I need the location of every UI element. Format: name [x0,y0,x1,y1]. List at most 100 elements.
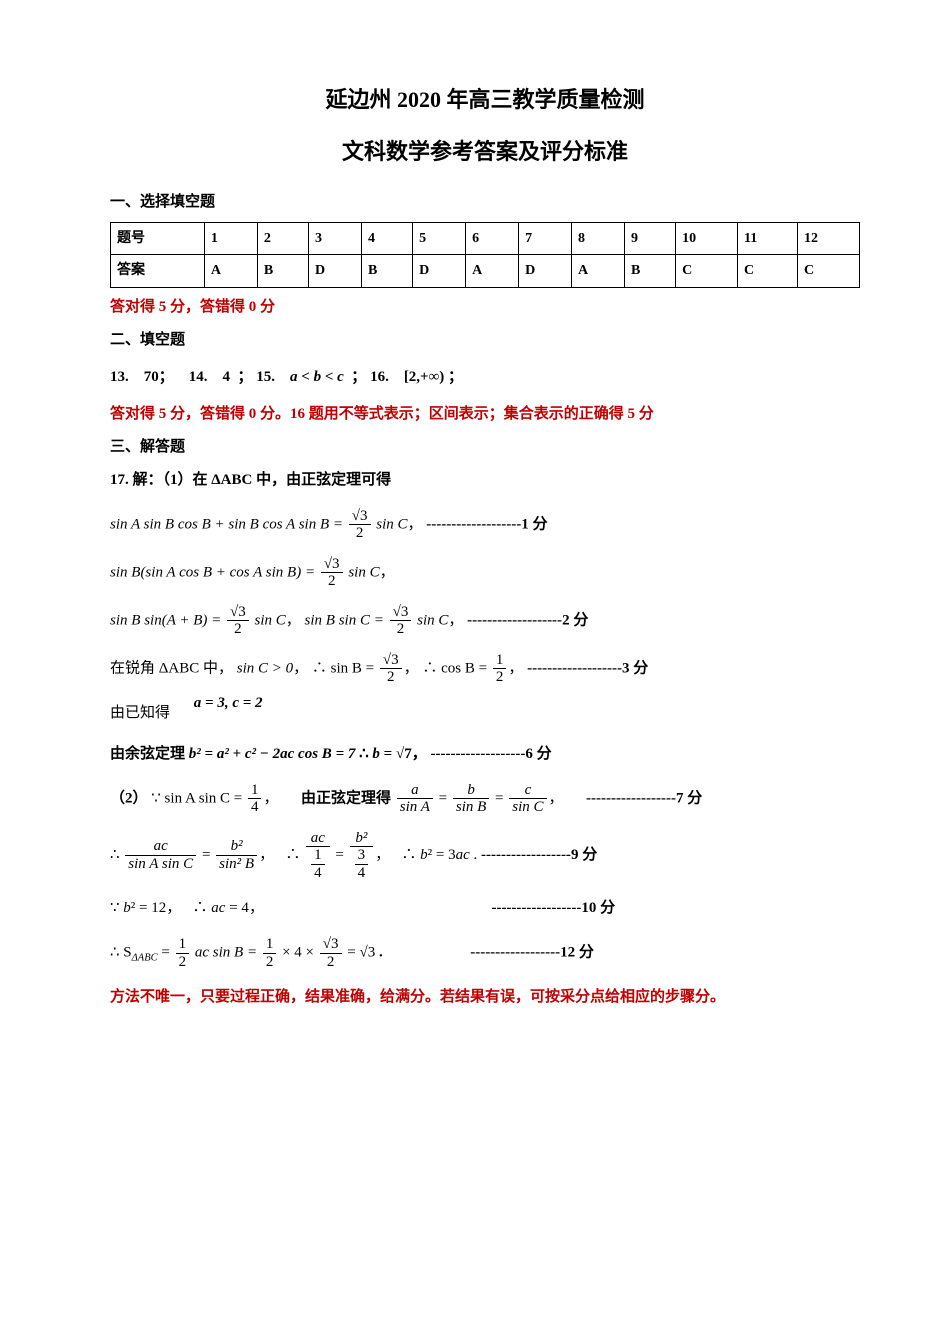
sub-abc: ΔABC [132,953,158,964]
step7-because: ∵ sin A sin C = [151,790,242,806]
comma: ， [412,746,427,762]
comma: ， [166,900,181,916]
step-6: 由余弦定理 b² = a² + c² − 2ac cos B = 7 ∴ b =… [110,741,860,768]
col-num: 9 [624,223,675,255]
sep: ， [286,612,301,628]
page-title: 延边州 2020 年高三教学质量检测 [110,80,860,120]
frac-num: 1 [493,652,507,670]
frac-num: ac [306,830,330,848]
step6-intro: 由余弦定理 [110,746,185,762]
given-line: 由已知得 a = 3, c = 2 [110,700,860,727]
eq-sign: = [495,790,503,806]
frac-num: √3 [380,652,402,670]
frac-den: 4 [311,865,325,882]
answer-cell: A [204,255,257,287]
answer-cell: C [676,255,738,287]
comma: ， [380,564,395,580]
step2-p1-post: sin C [255,612,286,628]
eq-sign: = [161,945,169,961]
step3-t1: ∴ sin B = [312,660,374,676]
frac-num: √3 [349,508,371,526]
frac-num: a [397,782,433,800]
score-value: 10 分 [581,900,615,916]
frac-icon: √3 2 [380,652,402,686]
q14-ans: 4 [223,369,231,385]
frac-den: 2 [349,525,371,542]
frac-num: ac [125,838,196,856]
score-dash: ------------------ [481,847,571,863]
step-7: （2） ∵ sin A sin C = 1 4 ， 由正弦定理得 a sin A… [110,782,860,816]
times-text: × 4 × [282,945,314,961]
step-1b: sin B(sin A cos B + cos A sin B) = √3 2 … [110,556,860,590]
step3-cond: sin C > 0 [237,660,293,676]
therefore-icon: ∴ [285,847,300,863]
sep: ； [159,369,174,385]
comma: ， [263,790,278,806]
frac-den: sin B [453,799,489,816]
q15-label: 15. [256,369,275,385]
score-dash: ------------------- [430,746,525,762]
step10-therefore: ∴ ac = 4 [193,900,249,916]
frac-icon: ac sin A sin C [125,838,196,872]
frac-den: 2 [390,621,412,638]
step6-eq: b² = a² + c² − 2ac cos B = 7 [189,746,356,762]
step1b-rhs: sin C [348,564,379,580]
footer-note: 方法不唯一，只要过程正确，结果准确，给满分。若结果有误，可按采分点给相应的步骤分… [110,984,860,1011]
q15-ans: a < b < c [290,369,344,385]
section-1-head: 一、选择填空题 [110,189,860,216]
step1b-lhs: sin B(sin A cos B + cos A sin B) = [110,564,315,580]
frac-icon: 1 2 [263,936,277,970]
frac-icon: b sin B [453,782,489,816]
step3-t2: ∴ cos B = [422,660,487,676]
eq-sign: = [439,790,447,806]
scoring-note-fill: 答对得 5 分，答错得 0 分。16 题用不等式表示；区间表示；集合表示的正确得… [110,401,860,428]
step10-because: ∵ b² = 12 [110,900,166,916]
frac-den: 4 [355,865,369,882]
frac-den: sin C [509,799,546,816]
frac-num: 1 [248,782,262,800]
step1-lhs: sin A sin B cos B + sin B cos A sin B = [110,516,343,532]
comma: ， [448,612,463,628]
frac-icon: √3 2 [227,604,249,638]
step9-t3: ∴ b² = 3ac [401,847,469,863]
score-dash: ------------------ [586,790,676,806]
frac-den: sin² B [216,856,257,873]
frac-num: b [453,782,489,800]
comma: ， [259,847,274,863]
sep: ； [351,369,366,385]
p17-intro-text: 17. 解：（1）在 ΔABC 中，由正弦定理可得 [110,472,391,488]
q13-ans: 70 [144,369,159,385]
step-2: sin B sin(A + B) = √3 2 sin C， sin B sin… [110,604,860,638]
frac-den: 2 [263,954,277,971]
answer-cell: D [519,255,572,287]
part2-label: （2） [110,790,148,806]
score-value: 9 分 [571,847,597,863]
col-num: 1 [204,223,257,255]
table-row: 答案 A B D B D A D A B C C C [111,255,860,287]
period: . [379,945,383,961]
frac-num: √3 [321,556,343,574]
eq-sign: = [202,847,210,863]
frac-num: 1 [263,936,277,954]
comma: ， [249,900,264,916]
answer-cell: C [737,255,797,287]
frac-den: 2 [320,954,342,971]
given-val: a = 3, c = 2 [194,695,263,711]
fill-answers: 13. 70； 14. 4 ； 15. a < b < c ； 16. [2,+… [110,364,860,391]
answer-cell: C [798,255,860,287]
scoring-note-mc: 答对得 5 分，答错得 0 分 [110,294,860,321]
col-num: 11 [737,223,797,255]
step3-intro: 在锐角 ΔABC 中， [110,660,233,676]
period: . [474,847,478,863]
frac-den: 3 4 [350,847,374,881]
q16-ans: [2,+∞) [404,369,444,385]
therefore-icon: ∴ [110,847,120,863]
eq-sign: = [335,847,343,863]
section-2-head: 二、填空题 [110,327,860,354]
step7-text: 由正弦定理得 [301,790,391,806]
col-num: 10 [676,223,738,255]
section-3-head: 三、解答题 [110,434,860,461]
col-num: 6 [466,223,519,255]
frac-den: 2 [227,621,249,638]
frac-icon: √3 2 [320,936,342,970]
